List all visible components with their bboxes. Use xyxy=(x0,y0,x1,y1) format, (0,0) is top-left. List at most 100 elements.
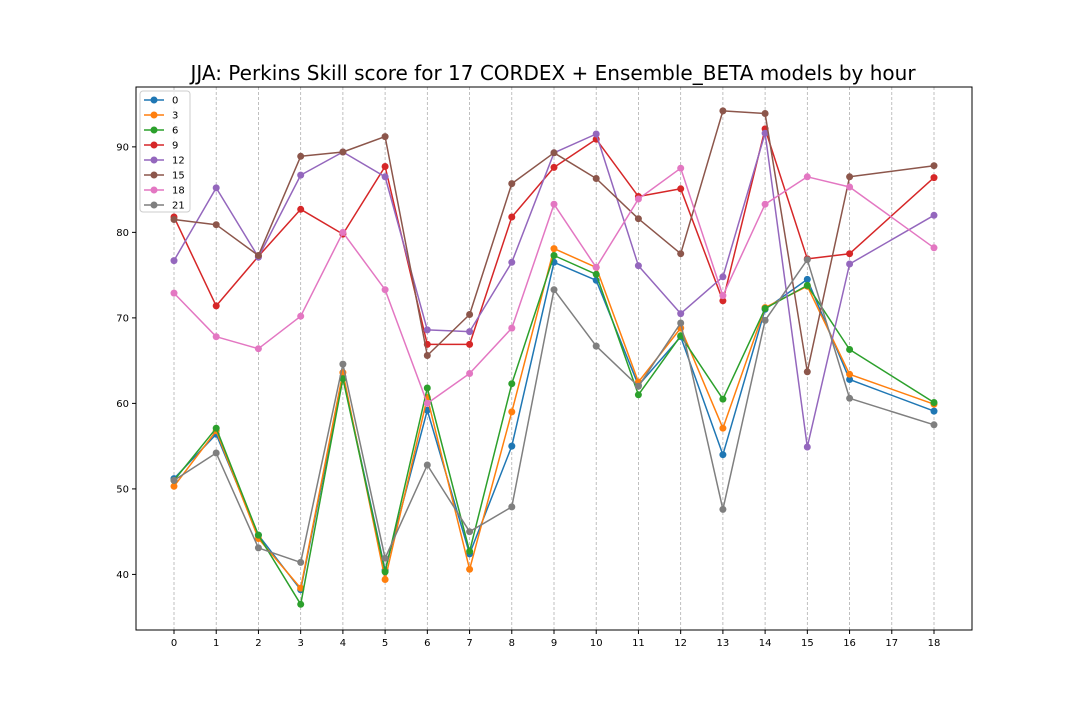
data-point xyxy=(592,270,600,278)
data-point xyxy=(846,376,854,383)
data-point xyxy=(719,424,727,432)
data-point xyxy=(297,584,305,592)
x-tick-label: 17 xyxy=(885,638,898,649)
legend-marker xyxy=(150,156,158,164)
y-tick-label: 60 xyxy=(116,399,129,410)
data-point xyxy=(677,164,685,172)
data-point xyxy=(930,407,938,415)
legend-label: 15 xyxy=(172,171,185,182)
data-point xyxy=(508,213,516,221)
data-point xyxy=(719,505,727,513)
series-15 xyxy=(170,107,938,376)
legend-marker xyxy=(150,201,158,209)
series-21 xyxy=(170,256,938,566)
data-point xyxy=(634,195,642,203)
data-point xyxy=(381,576,389,583)
data-point xyxy=(634,215,642,223)
data-point xyxy=(339,228,347,236)
series-line xyxy=(173,128,935,346)
data-point xyxy=(423,461,431,469)
legend-label: 9 xyxy=(172,141,178,152)
data-point xyxy=(381,554,389,562)
data-point xyxy=(212,424,220,432)
legend-label: 3 xyxy=(172,111,178,122)
data-point xyxy=(339,375,347,383)
data-point xyxy=(592,130,600,138)
data-point xyxy=(508,408,516,416)
data-point xyxy=(508,324,516,332)
x-tick-label: 5 xyxy=(382,638,388,649)
data-point xyxy=(254,531,262,539)
chart-title: JJA: Perkins Skill score for 17 CORDEX +… xyxy=(188,61,916,85)
legend: 0 3 6 9 12 15 18 21 xyxy=(139,90,191,213)
data-point xyxy=(297,600,305,608)
data-point xyxy=(423,326,431,334)
legend-label: 21 xyxy=(172,201,185,212)
data-point xyxy=(803,368,811,376)
series-line xyxy=(173,258,935,564)
data-point xyxy=(761,200,769,208)
data-point xyxy=(339,360,347,368)
data-point xyxy=(212,302,220,310)
legend-marker xyxy=(150,96,158,104)
data-point xyxy=(761,129,769,137)
data-point xyxy=(719,395,727,403)
data-point xyxy=(466,340,474,348)
data-point xyxy=(803,275,811,283)
data-point xyxy=(761,316,769,324)
data-point xyxy=(170,257,178,265)
data-point xyxy=(508,503,516,511)
data-point xyxy=(212,449,220,457)
data-point xyxy=(803,281,811,289)
x-axis: 0 1 2 3 4 5 6 7 8 9 10 11 12 13 14 15 16 17 18 xyxy=(171,630,940,649)
x-tick-label: 16 xyxy=(843,638,856,649)
data-point xyxy=(803,173,811,181)
data-point xyxy=(297,558,305,566)
data-point xyxy=(846,183,854,191)
x-tick-label: 8 xyxy=(509,638,515,649)
series-line xyxy=(173,132,935,448)
data-point xyxy=(803,256,811,264)
y-tick-label: 80 xyxy=(116,228,129,239)
data-point xyxy=(254,252,262,259)
data-point xyxy=(508,442,516,450)
data-point xyxy=(592,175,600,182)
legend-label: 12 xyxy=(172,156,185,167)
data-point xyxy=(254,345,262,353)
data-point xyxy=(550,252,558,259)
data-point xyxy=(466,328,474,336)
x-tick-label: 10 xyxy=(590,638,603,649)
data-point xyxy=(930,244,938,252)
data-point xyxy=(677,185,685,193)
data-point xyxy=(719,297,727,305)
data-point xyxy=(297,152,305,160)
data-point xyxy=(677,319,685,327)
x-tick-label: 1 xyxy=(213,638,219,649)
data-point xyxy=(592,263,600,271)
data-point xyxy=(170,476,178,484)
data-point xyxy=(930,421,938,429)
data-point xyxy=(466,528,474,536)
data-point xyxy=(466,565,474,573)
legend-marker xyxy=(150,171,158,179)
data-series xyxy=(170,107,938,608)
x-tick-label: 0 xyxy=(171,638,177,649)
y-tick-label: 50 xyxy=(116,484,129,495)
data-point xyxy=(170,289,178,297)
data-point xyxy=(381,133,389,141)
data-point xyxy=(423,406,431,414)
x-tick-label: 6 xyxy=(424,638,430,649)
x-gridlines xyxy=(173,87,935,630)
legend-label: 6 xyxy=(172,126,178,137)
data-point xyxy=(423,399,431,407)
data-point xyxy=(634,382,642,390)
series-line xyxy=(173,110,935,373)
x-tick-label: 15 xyxy=(801,638,814,649)
data-point xyxy=(592,342,600,350)
data-point xyxy=(550,200,558,208)
series-6 xyxy=(170,252,938,608)
data-point xyxy=(846,173,854,181)
data-point xyxy=(677,250,685,258)
data-point xyxy=(297,205,305,213)
data-point xyxy=(466,370,474,377)
